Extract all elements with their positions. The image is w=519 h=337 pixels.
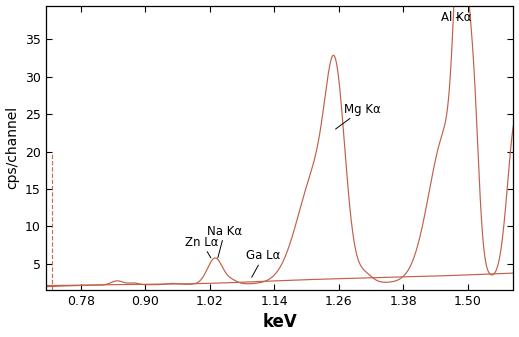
X-axis label: keV: keV bbox=[262, 313, 297, 332]
Text: Al Kα: Al Kα bbox=[441, 11, 471, 24]
Y-axis label: cps/channel: cps/channel bbox=[6, 106, 20, 189]
Text: Na Kα: Na Kα bbox=[207, 225, 242, 258]
Text: Mg Kα: Mg Kα bbox=[336, 102, 381, 129]
Text: Ga Lα: Ga Lα bbox=[247, 249, 281, 277]
Text: Zn Lα: Zn Lα bbox=[185, 236, 218, 258]
